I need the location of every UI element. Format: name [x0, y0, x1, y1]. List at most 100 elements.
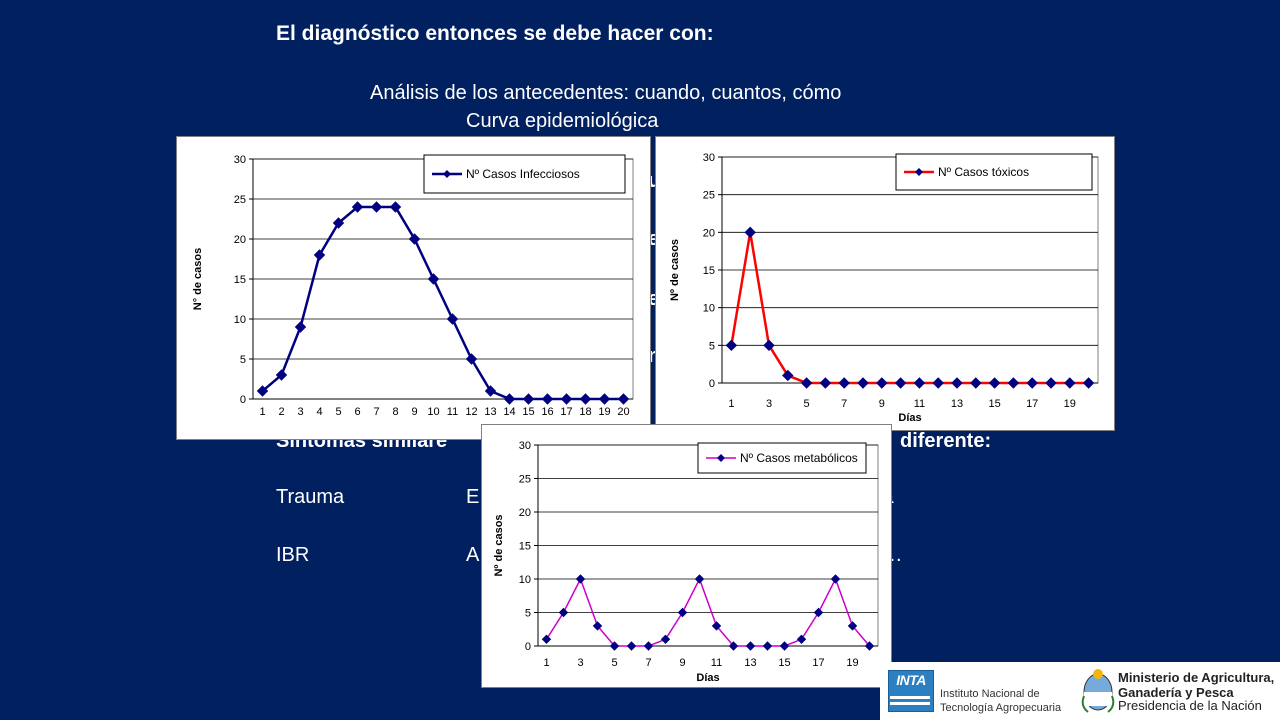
x-axis-label: Días	[898, 412, 921, 424]
x-tick-label: 5	[804, 398, 810, 410]
x-tick-label: 13	[951, 398, 963, 410]
inta-logo	[888, 670, 934, 712]
y-tick-label: 15	[703, 265, 715, 277]
y-axis-label: Nº de casos	[493, 514, 505, 576]
y-tick-label: 25	[234, 194, 246, 206]
y-tick-label: 10	[234, 314, 246, 326]
data-point	[838, 377, 850, 389]
y-tick-label: 10	[703, 303, 715, 315]
diferente-text: diferente:	[900, 430, 992, 452]
data-point	[1026, 377, 1038, 389]
data-point	[275, 369, 288, 381]
x-tick-label: 1	[543, 657, 549, 669]
y-axis-label: N° de casos	[192, 248, 204, 310]
ministry-line1: Ministerio de Agricultura,	[1118, 670, 1275, 685]
x-tick-label: 12	[465, 406, 477, 418]
x-tick-label: 19	[1064, 398, 1076, 410]
data-point	[541, 393, 554, 405]
legend-label: Nº Casos Infecciosos	[466, 167, 580, 181]
legend-label: Nº Casos tóxicos	[938, 165, 1029, 179]
data-point	[694, 574, 705, 584]
x-tick-label: 9	[879, 398, 885, 410]
legend-label: Nº Casos metabólicos	[740, 451, 858, 465]
x-tick-label: 4	[316, 406, 322, 418]
data-point	[541, 634, 552, 645]
x-tick-label: 18	[579, 406, 591, 418]
data-point	[782, 369, 794, 382]
x-tick-label: 10	[427, 406, 439, 418]
inta-name-line1: Instituto Nacional de	[940, 688, 1040, 700]
data-point	[762, 641, 773, 651]
x-tick-label: 11	[711, 657, 722, 669]
y-tick-label: 30	[234, 154, 246, 166]
y-tick-label: 10	[519, 574, 531, 586]
ministry-line2: Ganadería y Pesca	[1118, 685, 1234, 700]
y-tick-label: 0	[525, 641, 531, 653]
data-point	[711, 621, 722, 631]
data-point	[626, 641, 637, 651]
x-tick-label: 14	[503, 406, 515, 418]
trauma-second-col: E	[466, 486, 480, 508]
data-point	[1064, 377, 1076, 389]
data-point	[427, 273, 440, 285]
data-point	[389, 201, 402, 213]
series-line	[545, 577, 871, 647]
data-point	[503, 393, 516, 405]
data-point	[857, 377, 869, 389]
legend-marker	[443, 170, 451, 178]
inta-logo-stripe	[890, 702, 930, 705]
data-point	[558, 607, 569, 618]
data-point	[1082, 377, 1095, 389]
data-point	[725, 339, 738, 352]
y-tick-label: 5	[709, 340, 715, 352]
occluded-text-e2: e	[648, 288, 660, 310]
y-tick-label: 0	[240, 394, 246, 406]
y-tick-label: 15	[519, 541, 531, 553]
data-point	[988, 377, 1001, 389]
trauma-text: Trauma	[276, 486, 345, 508]
chart-metabolicos: 0 5 10 15 20 25 30 1 3 5 7 9 11 13 15 17 19 Nº de casos Dí…	[481, 424, 892, 688]
x-tick-label: 7	[841, 398, 847, 410]
occluded-text-e: e	[648, 228, 660, 250]
antecedentes-line: Análisis de los antecedentes: cuando, cu…	[370, 82, 842, 104]
data-point	[617, 393, 630, 405]
data-point	[294, 321, 307, 333]
data-point	[763, 339, 775, 352]
data-point	[1045, 377, 1057, 389]
y-tick-label: 15	[234, 274, 246, 286]
x-tick-label: 13	[484, 406, 496, 418]
curva-line: Curva epidemiológica	[466, 110, 659, 132]
x-tick-label: 19	[846, 657, 858, 669]
chart-toxicos: 0 5 10 15 20 25 30 1 3 5 7 9 11 13 15 17 19 Nº de casos Dí…	[655, 136, 1115, 431]
x-tick-label: 7	[373, 406, 379, 418]
data-point	[864, 641, 875, 651]
y-tick-label: 25	[703, 190, 715, 202]
data-point	[970, 377, 982, 389]
x-tick-label: 5	[335, 406, 341, 418]
data-point	[592, 621, 603, 631]
data-point	[932, 377, 944, 389]
inta-name-line2: Tecnología Agropecuaria	[940, 702, 1062, 714]
data-point	[484, 385, 497, 397]
data-point	[598, 393, 611, 405]
y-tick-label: 5	[525, 608, 531, 620]
x-tick-label: 7	[645, 657, 651, 669]
data-point	[876, 377, 888, 389]
x-tick-label: 9	[411, 406, 417, 418]
x-tick-label: 9	[679, 657, 685, 669]
data-point	[796, 634, 807, 645]
x-tick-label: 1	[259, 406, 265, 418]
data-point	[813, 607, 824, 618]
x-tick-label: 5	[611, 657, 617, 669]
data-point	[728, 641, 739, 651]
data-point	[894, 377, 907, 389]
data-point	[847, 621, 858, 631]
data-point	[575, 574, 586, 584]
data-point	[951, 377, 963, 389]
data-point	[370, 201, 383, 213]
ibr-second-col: A	[466, 544, 480, 566]
inta-logo-stripe	[890, 696, 930, 699]
data-point	[1007, 377, 1020, 389]
data-point	[744, 226, 756, 239]
